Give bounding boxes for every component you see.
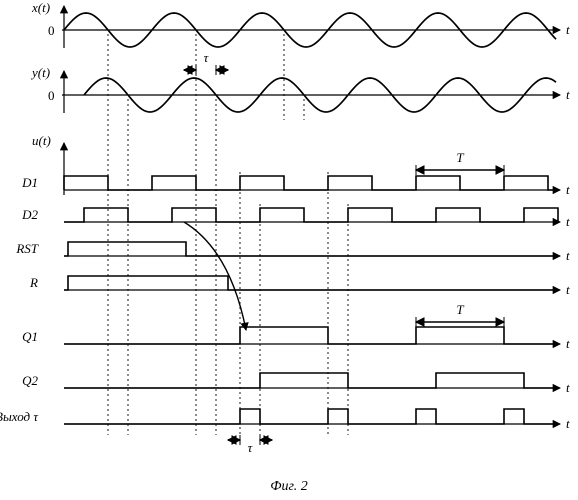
sine-label: x(t) (31, 0, 50, 15)
trace-R (64, 276, 558, 290)
dim-label: τ (248, 440, 254, 455)
trace-OUT (64, 409, 558, 424)
svg-text:t: t (566, 182, 570, 197)
dim-label: τ (204, 50, 210, 65)
ut-label: u(t) (32, 133, 51, 148)
row-label-Q2: Q2 (22, 373, 38, 388)
zero-label: 0 (48, 23, 55, 38)
svg-text:t: t (566, 416, 570, 431)
trace-Q1 (64, 327, 558, 344)
row-label-R: R (29, 275, 38, 290)
svg-text:t: t (566, 248, 570, 263)
trace-Q2 (64, 373, 558, 388)
svg-text:t: t (566, 22, 570, 37)
svg-text:t: t (566, 282, 570, 297)
trace-RST (64, 242, 558, 256)
row-label-RST: RST (15, 241, 38, 256)
row-label-D1: D1 (21, 175, 38, 190)
trace-D1 (64, 176, 558, 190)
zero-label: 0 (48, 88, 55, 103)
figure-caption: Фиг. 2 (270, 479, 308, 494)
dim-label: T (456, 150, 464, 165)
row-label-D2: D2 (21, 207, 38, 222)
sine-label: y(t) (30, 65, 50, 80)
row-label-Q1: Q1 (22, 329, 38, 344)
svg-text:t: t (566, 214, 570, 229)
svg-text:t: t (566, 87, 570, 102)
svg-text:t: t (566, 336, 570, 351)
svg-text:t: t (566, 380, 570, 395)
trace-D2 (64, 208, 558, 222)
row-label-OUT: Выход τ (0, 409, 39, 424)
dim-label: T (456, 302, 464, 317)
